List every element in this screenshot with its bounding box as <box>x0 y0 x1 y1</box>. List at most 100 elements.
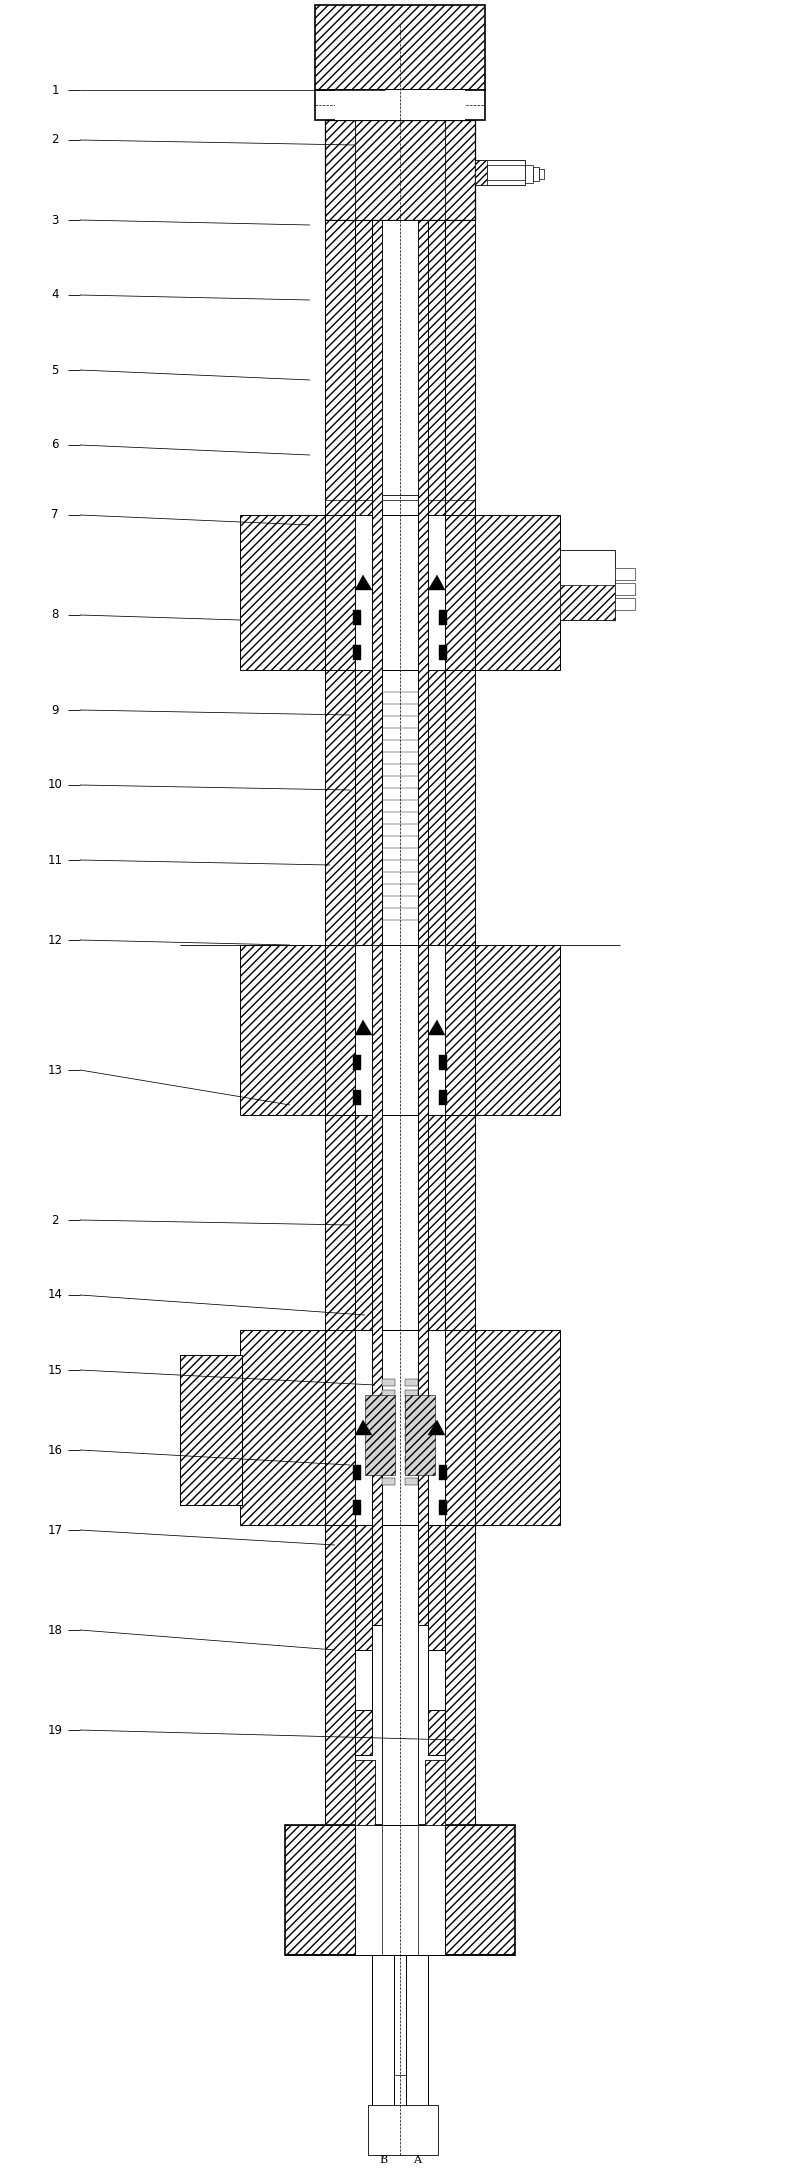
Bar <box>539 170 544 178</box>
Bar <box>335 89 465 120</box>
Bar <box>525 165 533 183</box>
Bar <box>353 1055 361 1070</box>
Text: 13: 13 <box>47 1064 62 1077</box>
Bar <box>240 1329 325 1525</box>
Bar <box>475 161 525 185</box>
Bar <box>325 515 355 670</box>
Bar <box>406 1955 428 2110</box>
Polygon shape <box>355 1020 372 1035</box>
Bar <box>325 944 475 1116</box>
Bar <box>445 944 475 1116</box>
Bar <box>439 646 447 659</box>
Bar <box>475 944 560 1116</box>
Bar <box>382 1390 395 1396</box>
Bar <box>285 1825 515 1955</box>
Bar <box>405 1379 418 1385</box>
Bar <box>382 1466 395 1475</box>
Bar <box>355 220 372 1755</box>
Text: 10: 10 <box>47 779 62 792</box>
Text: 16: 16 <box>47 1444 62 1457</box>
Bar <box>315 4 485 89</box>
Bar <box>353 1466 361 1479</box>
Text: 1: 1 <box>51 83 58 96</box>
Bar <box>615 568 635 581</box>
Bar <box>382 1379 395 1385</box>
Bar <box>428 220 445 1755</box>
Bar <box>382 1422 395 1429</box>
Bar <box>355 1825 445 1955</box>
Polygon shape <box>428 1420 445 1436</box>
Bar <box>372 220 382 1625</box>
Text: 2: 2 <box>51 133 58 146</box>
Bar <box>425 1760 445 1825</box>
Text: 8: 8 <box>51 609 58 622</box>
Bar <box>325 1329 475 1525</box>
Bar <box>405 1433 418 1442</box>
Text: 6: 6 <box>51 439 58 452</box>
Text: 14: 14 <box>47 1288 62 1301</box>
Text: 15: 15 <box>47 1364 62 1377</box>
Bar <box>445 220 475 1825</box>
Text: B: B <box>379 2155 387 2164</box>
Bar <box>180 1355 242 1505</box>
Bar <box>405 1466 418 1475</box>
Text: 7: 7 <box>51 509 58 522</box>
Polygon shape <box>428 1020 445 1035</box>
Bar <box>372 1955 394 2110</box>
Bar <box>487 165 525 181</box>
Bar <box>533 167 539 181</box>
Bar <box>325 944 355 1116</box>
Bar <box>405 1412 418 1418</box>
Bar <box>428 1651 445 1710</box>
Bar <box>355 1760 375 1825</box>
Polygon shape <box>355 1420 372 1436</box>
Bar <box>353 1501 361 1516</box>
Bar <box>240 515 325 670</box>
Bar <box>439 1466 447 1479</box>
Bar <box>382 220 418 2075</box>
Bar <box>353 1090 361 1105</box>
Polygon shape <box>355 574 372 589</box>
Bar <box>615 583 635 596</box>
Text: 12: 12 <box>47 933 62 946</box>
Bar <box>405 1455 418 1464</box>
Text: 9: 9 <box>51 703 58 716</box>
Bar <box>325 1329 355 1525</box>
Bar <box>560 585 615 620</box>
Polygon shape <box>428 574 445 589</box>
Text: 3: 3 <box>51 213 58 226</box>
Bar <box>405 1394 435 1475</box>
Text: 5: 5 <box>51 363 58 376</box>
Bar <box>405 1401 418 1407</box>
Bar <box>405 1422 418 1429</box>
Text: 19: 19 <box>47 1723 62 1736</box>
Bar <box>353 609 361 624</box>
Bar <box>439 1055 447 1070</box>
Bar <box>475 515 560 670</box>
Bar <box>355 1760 375 1825</box>
Text: 17: 17 <box>47 1522 62 1536</box>
Bar <box>315 89 485 120</box>
Bar <box>180 1355 242 1505</box>
Bar <box>615 598 635 609</box>
Bar <box>418 220 428 1625</box>
Text: 11: 11 <box>47 853 62 866</box>
Text: 2: 2 <box>51 1214 58 1227</box>
Bar <box>405 1444 418 1453</box>
Bar <box>405 1479 418 1486</box>
Bar <box>439 1501 447 1516</box>
Bar <box>365 1394 395 1475</box>
Bar <box>475 161 487 185</box>
Bar <box>382 1433 395 1442</box>
Bar <box>240 944 325 1116</box>
Bar <box>445 1329 475 1525</box>
Bar <box>405 1390 418 1396</box>
Bar <box>382 1479 395 1486</box>
Bar <box>368 2105 438 2155</box>
Bar <box>325 120 475 220</box>
Bar <box>355 1651 372 1710</box>
Bar <box>475 1329 560 1525</box>
Bar <box>445 515 475 670</box>
Text: 4: 4 <box>51 289 58 302</box>
Bar <box>382 1444 395 1453</box>
